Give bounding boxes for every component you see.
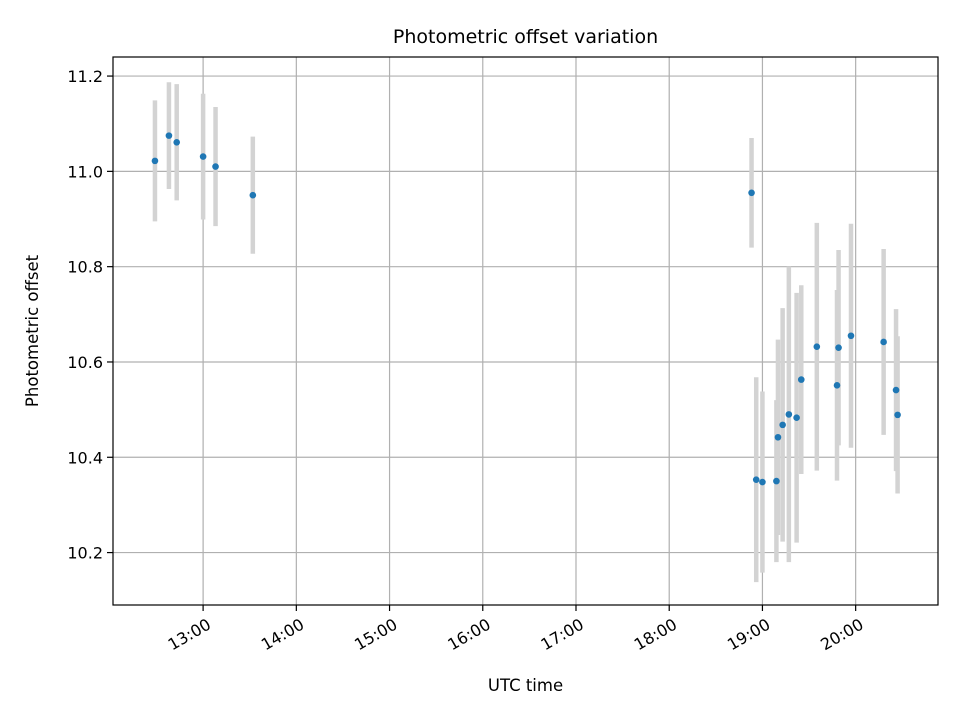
- y-tick-label: 10.2: [67, 544, 103, 563]
- data-point: [774, 433, 782, 441]
- data-point: [151, 157, 159, 165]
- y-tick-label: 10.4: [67, 448, 103, 467]
- y-tick-label: 11.2: [67, 67, 103, 86]
- x-tick-label: 16:00: [444, 615, 493, 655]
- x-tick-label: 18:00: [631, 615, 680, 655]
- y-tick-label: 11.0: [67, 162, 103, 181]
- y-tick-label: 10.8: [67, 258, 103, 277]
- data-point: [880, 338, 887, 346]
- data-point: [748, 189, 755, 197]
- data-point: [894, 411, 901, 419]
- y-tick-label: 10.6: [67, 353, 103, 372]
- x-axis-ticks: 13:00 14:00 15:00 16:00 17:00 18:00 19:00 20:00: [165, 605, 867, 654]
- data-point: [173, 138, 181, 146]
- data-point: [212, 163, 219, 170]
- data-point: [785, 411, 793, 418]
- error-bars: [152, 82, 900, 583]
- data-point: [833, 382, 841, 389]
- data-point: [773, 477, 780, 485]
- data-point: [793, 414, 800, 422]
- data-point: [199, 153, 207, 160]
- y-axis-label: Photometric offset: [23, 254, 42, 407]
- data-points: [151, 132, 901, 486]
- plot-frame: [112, 56, 939, 606]
- data-point: [797, 376, 805, 383]
- data-point: [759, 478, 766, 486]
- x-axis-label: UTC time: [488, 676, 563, 695]
- x-tick-label: 15:00: [351, 615, 400, 655]
- data-point: [779, 421, 786, 429]
- x-tick-label: 14:00: [258, 615, 307, 655]
- data-point: [752, 476, 760, 483]
- y-axis-ticks: 10.2 10.4 10.6 10.8 11.0 11.2: [67, 67, 113, 563]
- grid: [113, 57, 938, 605]
- data-point: [892, 386, 900, 394]
- data-point: [847, 332, 855, 340]
- data-point: [835, 344, 842, 351]
- data-point: [165, 132, 173, 139]
- data-point: [249, 191, 257, 199]
- chart-title: Photometric offset variation: [393, 26, 658, 48]
- x-tick-label: 13:00: [165, 615, 214, 655]
- data-point: [813, 343, 821, 351]
- x-tick-label: 17:00: [538, 615, 587, 655]
- x-tick-label: 20:00: [817, 615, 866, 655]
- x-tick-label: 19:00: [724, 615, 773, 655]
